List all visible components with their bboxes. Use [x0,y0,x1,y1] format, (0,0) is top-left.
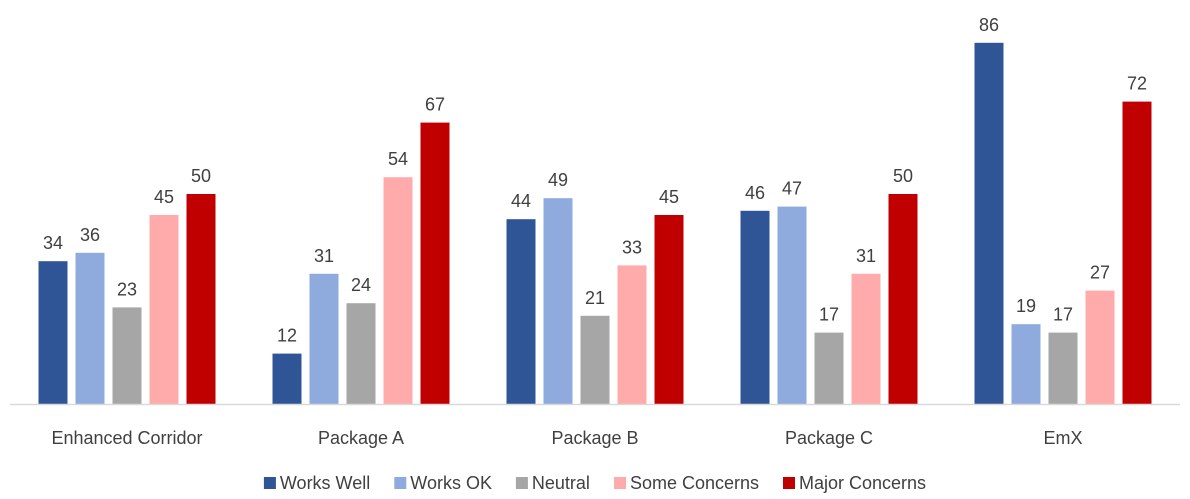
data-label-package-a-neutral: 24 [351,275,371,295]
bar-enhanced-corridor-neutral [112,307,142,404]
data-label-package-c-works-ok: 47 [782,179,802,199]
bar-package-a-neutral [346,303,376,404]
data-labels-layer: 34 36 23 45 50 12 31 24 54 67 44 49 21 33 45 46 47 17 31 50… [43,15,1147,346]
bars-layer [38,42,1152,405]
bar-package-c-works-ok [777,206,807,404]
legend-item-some-concerns: Some Concerns [614,473,759,493]
bar-package-c-neutral [814,332,844,404]
legend-label-some-concerns: Some Concerns [630,473,759,493]
data-label-package-b-works-ok: 49 [548,170,568,190]
legend-swatch-neutral [515,477,528,489]
bar-package-c-works-well [740,210,770,404]
bar-enhanced-corridor-works-ok [75,252,105,404]
bar-package-a-major-concerns [420,122,450,404]
category-label-package-c: Package C [785,428,873,448]
bar-emx-neutral [1048,332,1078,404]
category-label-enhanced-corridor: Enhanced Corridor [51,428,202,448]
category-label-package-a: Package A [318,428,404,448]
legend-label-works-ok: Works OK [410,473,492,493]
category-labels-layer: Enhanced Corridor Package A Package B Packa… [51,428,1082,448]
category-label-package-b: Package B [551,428,638,448]
data-label-enhanced-corridor-major-concerns: 50 [191,166,211,186]
bar-package-c-major-concerns [888,194,918,404]
bar-emx-some-concerns [1085,290,1115,404]
data-label-package-c-neutral: 17 [819,305,839,325]
bar-emx-works-ok [1011,324,1041,404]
legend-swatch-some-concerns [614,477,626,489]
bar-package-a-some-concerns [383,177,413,404]
data-label-package-c-major-concerns: 50 [893,166,913,186]
data-label-package-c-works-well: 46 [745,183,765,203]
bar-package-a-works-well [272,353,302,404]
data-label-package-a-major-concerns: 67 [425,95,445,115]
data-label-package-b-some-concerns: 33 [622,237,642,257]
legend-item-major-concerns: Major Concerns [783,473,926,493]
category-label-emx: EmX [1043,428,1082,448]
data-label-package-b-major-concerns: 45 [659,187,679,207]
data-label-enhanced-corridor-some-concerns: 45 [154,187,174,207]
data-label-enhanced-corridor-works-ok: 36 [80,225,100,245]
data-label-package-b-works-well: 44 [511,191,531,211]
legend-swatch-works-ok [394,477,407,489]
bar-package-b-major-concerns [654,215,684,404]
bar-package-b-works-well [506,219,536,404]
data-label-emx-neutral: 17 [1053,305,1073,325]
data-label-emx-major-concerns: 72 [1127,74,1147,94]
legend-label-major-concerns: Major Concerns [799,473,926,493]
bar-emx-major-concerns [1122,101,1152,404]
bar-package-b-works-ok [543,198,573,404]
bar-package-b-neutral [580,315,610,404]
bar-enhanced-corridor-works-well [38,261,68,404]
bar-package-b-some-concerns [617,265,647,404]
data-label-package-a-some-concerns: 54 [388,149,408,169]
legend: Works Well Works OK Neutral Some Concerns Ma… [263,473,926,493]
legend-swatch-works-well [263,477,276,489]
legend-label-works-well: Works Well [280,473,370,493]
legend-item-works-ok: Works OK [394,473,492,493]
data-label-package-a-works-ok: 31 [314,246,334,266]
legend-swatch-major-concerns [783,477,795,489]
data-label-enhanced-corridor-works-well: 34 [43,233,63,253]
legend-label-neutral: Neutral [532,473,590,493]
data-label-enhanced-corridor-neutral: 23 [117,279,137,299]
data-label-package-b-neutral: 21 [585,288,605,308]
legend-item-neutral: Neutral [515,473,590,493]
data-label-emx-works-ok: 19 [1016,296,1036,316]
data-label-package-a-works-well: 12 [277,326,297,346]
legend-item-works-well: Works Well [263,473,370,493]
bar-enhanced-corridor-some-concerns [149,215,179,404]
data-label-emx-some-concerns: 27 [1090,263,1110,283]
data-label-package-c-some-concerns: 31 [856,246,876,266]
data-label-emx-works-well: 86 [979,15,999,35]
bar-emx-works-well [974,42,1004,405]
bar-package-c-some-concerns [851,273,881,404]
bar-package-a-works-ok [309,273,339,404]
bar-enhanced-corridor-major-concerns [186,194,216,404]
